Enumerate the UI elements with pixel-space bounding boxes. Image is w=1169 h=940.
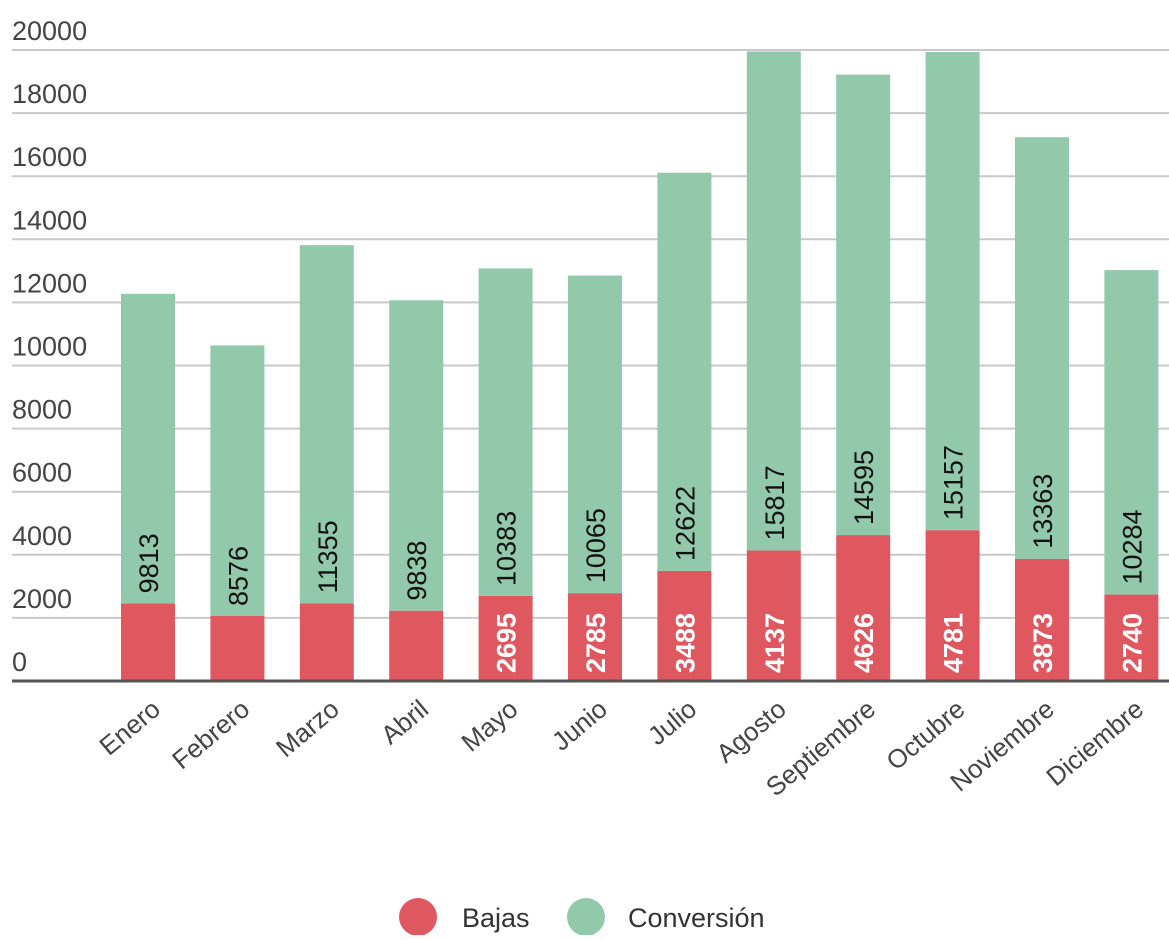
y-tick-label: 0	[12, 647, 27, 677]
bar-conversi-n-septiembre	[836, 74, 891, 536]
bar-conversi-n-febrero	[210, 345, 265, 617]
bar-conversi-n-junio	[568, 275, 622, 594]
data-label-conversi-n: 10284	[1117, 509, 1147, 584]
legend-item-conversi-n[interactable]: Conversión	[567, 898, 765, 936]
bar-conversi-n-agosto	[746, 51, 801, 551]
bar-bajas-junio	[568, 593, 622, 681]
y-axis-tick-labels: 0 2000 4000 6000 8000 10000 12000 14000 16000 180…	[12, 16, 87, 677]
x-tick-label: Diciembre	[1040, 694, 1149, 792]
bar-conversi-n-julio	[657, 172, 712, 571]
data-label-bajas: 3488	[670, 613, 700, 673]
y-tick-label: 12000	[12, 268, 87, 298]
y-tick-label: 18000	[12, 79, 87, 109]
x-tick-label: Enero	[93, 694, 165, 762]
bar-bajas-diciembre	[1104, 594, 1159, 681]
y-tick-label: 16000	[12, 142, 87, 172]
bar-conversi-n-marzo	[299, 245, 354, 604]
data-label-conversi-n: 9813	[134, 533, 164, 593]
bar-bajas-marzo	[299, 603, 354, 681]
data-label-bajas: 4137	[760, 613, 790, 673]
bar-bajas-agosto	[746, 550, 801, 681]
legend-swatch	[399, 898, 437, 936]
legend-label: Bajas	[462, 903, 530, 933]
legend-item-bajas[interactable]: Bajas	[399, 898, 530, 936]
data-label-conversi-n: 14595	[849, 450, 879, 525]
legend-swatch	[567, 898, 605, 936]
data-label-conversi-n: 15157	[939, 445, 969, 520]
y-tick-label: 6000	[12, 458, 72, 488]
bar-bajas-septiembre	[836, 535, 891, 681]
data-label-bajas: 3873	[1028, 613, 1058, 673]
data-label-bajas: 4626	[849, 613, 879, 673]
y-tick-label: 2000	[12, 584, 72, 614]
bar-conversi-n-noviembre	[1015, 137, 1069, 559]
data-label-conversi-n: 9838	[402, 541, 432, 601]
x-tick-label: Agosto	[710, 694, 791, 769]
bar-bajas-noviembre	[1015, 558, 1069, 681]
data-labels: 9813 8576 11355 9838 2695 10383 2785 10065 3488 1…	[134, 445, 1147, 673]
legend[interactable]: Bajas Conversión	[399, 898, 765, 936]
data-label-conversi-n: 15817	[760, 465, 790, 540]
bar-bajas-enero	[121, 603, 175, 681]
data-label-bajas: 2695	[492, 613, 522, 673]
y-tick-label: 4000	[12, 521, 72, 551]
bar-conversi-n-diciembre	[1104, 270, 1159, 595]
data-label-conversi-n: 13363	[1028, 474, 1058, 549]
bar-bajas-febrero	[210, 616, 265, 681]
bar-bajas-mayo	[478, 595, 533, 681]
bar-bajas-octubre	[925, 530, 980, 681]
bar-bajas-abril	[389, 610, 444, 681]
y-tick-label: 14000	[12, 205, 87, 235]
bar-conversi-n-abril	[389, 300, 444, 611]
x-tick-label: Junio	[546, 694, 613, 757]
bar-bajas-julio	[657, 570, 712, 681]
data-label-conversi-n: 10383	[492, 511, 522, 586]
data-label-bajas: 4781	[939, 613, 969, 673]
x-tick-label: Febrero	[166, 694, 255, 776]
y-tick-label: 20000	[12, 16, 87, 46]
data-label-conversi-n: 12622	[670, 486, 700, 561]
data-label-conversi-n: 11355	[313, 520, 343, 593]
x-tick-label: Marzo	[270, 694, 345, 763]
data-label-bajas: 2740	[1117, 613, 1147, 673]
data-label-conversi-n: 10065	[581, 508, 611, 583]
bar-conversi-n-octubre	[925, 51, 980, 531]
data-label-bajas: 2785	[581, 613, 611, 673]
legend-label: Conversión	[628, 903, 765, 933]
data-label-conversi-n: 8576	[223, 546, 253, 606]
x-tick-label: Abril	[375, 694, 434, 750]
bar-conversi-n-mayo	[478, 268, 533, 596]
y-tick-label: 10000	[12, 332, 87, 362]
x-axis-tick-labels: Enero Febrero Marzo Abril Mayo Junio Julio Agos…	[93, 694, 1149, 802]
x-tick-label: Julio	[642, 694, 702, 751]
y-tick-label: 8000	[12, 395, 72, 425]
bars	[121, 51, 1159, 681]
bar-conversi-n-enero	[121, 293, 175, 604]
x-tick-label: Mayo	[455, 694, 523, 758]
